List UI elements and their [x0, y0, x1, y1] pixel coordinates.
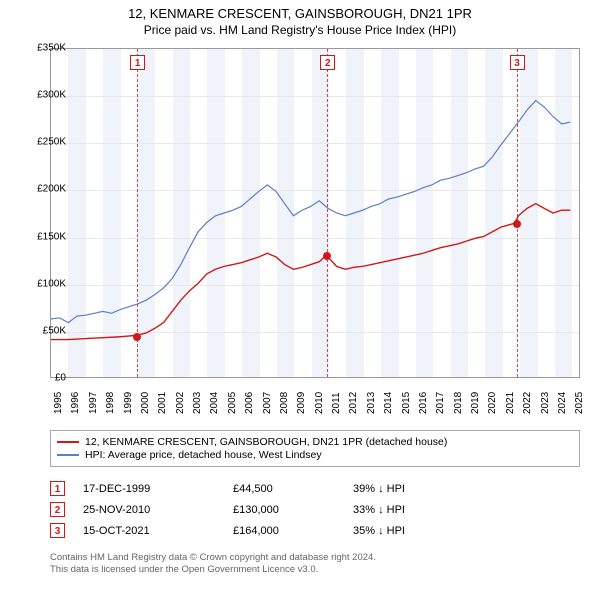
sale-diff: 39% ↓ HPI	[353, 483, 473, 495]
x-tick-label: 2023	[540, 392, 551, 414]
x-tick-label: 2003	[192, 392, 203, 414]
x-tick-label: 2012	[348, 392, 359, 414]
footer-line1: Contains HM Land Registry data © Crown c…	[50, 552, 580, 564]
sale-date: 15-OCT-2021	[83, 525, 233, 537]
sale-marker-line	[517, 49, 518, 377]
legend-item-property: 12, KENMARE CRESCENT, GAINSBOROUGH, DN21…	[57, 436, 573, 448]
title-address: 12, KENMARE CRESCENT, GAINSBOROUGH, DN21…	[0, 6, 600, 21]
sale-date: 17-DEC-1999	[83, 483, 233, 495]
x-tick-label: 2007	[262, 392, 273, 414]
footer-line2: This data is licensed under the Open Gov…	[50, 564, 580, 576]
sale-point	[513, 220, 521, 228]
sale-date: 25-NOV-2010	[83, 504, 233, 516]
sale-marker-line	[327, 49, 328, 377]
y-tick-label: £150K	[37, 231, 66, 242]
x-tick-label: 2009	[296, 392, 307, 414]
x-tick-label: 2006	[244, 392, 255, 414]
x-tick-label: 2011	[331, 392, 342, 414]
sales-table: 1 17-DEC-1999 £44,500 39% ↓ HPI 2 25-NOV…	[50, 478, 580, 541]
x-tick-label: 2022	[522, 392, 533, 414]
x-tick-label: 2008	[279, 392, 290, 414]
legend-swatch-property	[57, 441, 79, 443]
x-tick-label: 1996	[70, 392, 81, 414]
x-tick-label: 1997	[88, 392, 99, 414]
x-tick-label: 2002	[175, 392, 186, 414]
y-tick-label: £100K	[37, 278, 66, 289]
sale-point	[133, 333, 141, 341]
legend-label-hpi: HPI: Average price, detached house, West…	[85, 449, 322, 461]
legend-label-property: 12, KENMARE CRESCENT, GAINSBOROUGH, DN21…	[85, 436, 447, 448]
legend-swatch-hpi	[57, 454, 79, 456]
y-tick-label: £350K	[37, 43, 66, 54]
x-tick-label: 2020	[487, 392, 498, 414]
x-tick-label: 2015	[401, 392, 412, 414]
x-tick-label: 2013	[366, 392, 377, 414]
x-tick-label: 2001	[157, 392, 168, 414]
sale-marker-2: 2	[50, 502, 65, 517]
y-tick-label: £0	[55, 373, 66, 384]
x-axis-labels: 1995 1996 1997 1998 1999 2000 2001 2002 2003 2004…	[50, 382, 580, 422]
sale-point	[323, 252, 331, 260]
x-tick-label: 2021	[505, 392, 516, 414]
sale-marker-line	[137, 49, 138, 377]
series-line-hpi	[51, 101, 570, 323]
title-block: 12, KENMARE CRESCENT, GAINSBOROUGH, DN21…	[0, 0, 600, 41]
sale-price: £164,000	[233, 525, 353, 537]
sale-row: 3 15-OCT-2021 £164,000 35% ↓ HPI	[50, 520, 580, 541]
x-tick-label: 1995	[53, 392, 64, 414]
sale-row: 1 17-DEC-1999 £44,500 39% ↓ HPI	[50, 478, 580, 499]
legend-item-hpi: HPI: Average price, detached house, West…	[57, 449, 573, 461]
sale-marker-box: 3	[510, 55, 525, 70]
sale-diff: 35% ↓ HPI	[353, 525, 473, 537]
x-tick-label: 2016	[418, 392, 429, 414]
sale-price: £44,500	[233, 483, 353, 495]
sale-marker-box: 1	[130, 55, 145, 70]
sale-price: £130,000	[233, 504, 353, 516]
series-line-property	[51, 204, 570, 340]
sale-marker-1: 1	[50, 481, 65, 496]
x-tick-label: 2025	[574, 392, 585, 414]
x-tick-label: 2017	[435, 392, 446, 414]
sale-marker-3: 3	[50, 523, 65, 538]
sale-row: 2 25-NOV-2010 £130,000 33% ↓ HPI	[50, 499, 580, 520]
y-tick-label: £50K	[43, 325, 66, 336]
y-tick-label: £200K	[37, 184, 66, 195]
x-tick-label: 2005	[227, 392, 238, 414]
footer-attribution: Contains HM Land Registry data © Crown c…	[50, 552, 580, 577]
y-tick-label: £300K	[37, 90, 66, 101]
x-tick-label: 2010	[314, 392, 325, 414]
sale-marker-box: 2	[320, 55, 335, 70]
x-tick-label: 2004	[209, 392, 220, 414]
chart-plot-area: 1 2 3	[50, 48, 580, 378]
title-subtitle: Price paid vs. HM Land Registry's House …	[0, 23, 600, 37]
x-tick-label: 2024	[557, 392, 568, 414]
x-tick-label: 1998	[105, 392, 116, 414]
y-tick-label: £250K	[37, 137, 66, 148]
chart-lines-svg	[51, 49, 579, 377]
x-tick-label: 2000	[140, 392, 151, 414]
x-tick-label: 2014	[383, 392, 394, 414]
chart-container: 12, KENMARE CRESCENT, GAINSBOROUGH, DN21…	[0, 0, 600, 590]
x-tick-label: 2019	[470, 392, 481, 414]
legend-box: 12, KENMARE CRESCENT, GAINSBOROUGH, DN21…	[50, 430, 580, 467]
x-tick-label: 2018	[453, 392, 464, 414]
sale-diff: 33% ↓ HPI	[353, 504, 473, 516]
x-tick-label: 1999	[123, 392, 134, 414]
